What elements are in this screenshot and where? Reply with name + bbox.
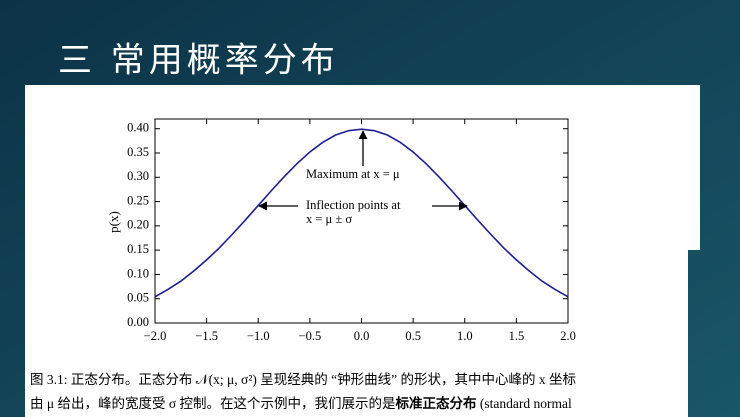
- x-tick-label: −1.0: [247, 329, 270, 343]
- slide-title: 三 常用概率分布: [58, 41, 339, 81]
- caption-line: 图 3.1: 正态分布。正态分布 𝒩(x; μ, σ²) 呈现经典的 “钟形曲线…: [30, 371, 576, 387]
- caption-bold: 标准正态分布: [395, 395, 477, 411]
- annotation: x = μ ± σ: [306, 212, 352, 226]
- x-tick-label: −2.0: [144, 329, 167, 343]
- y-tick-label: 0.05: [127, 291, 149, 305]
- x-tick-label: 0.0: [354, 329, 370, 343]
- x-tick-label: −0.5: [299, 329, 322, 343]
- annotation: Maximum at x = μ: [306, 167, 400, 181]
- y-tick-label: 0.40: [127, 121, 149, 135]
- x-tick-label: 2.0: [560, 329, 576, 343]
- x-tick-label: 1.0: [457, 329, 473, 343]
- y-tick-label: 0.30: [127, 169, 149, 183]
- figure-panel: [25, 85, 688, 417]
- x-tick-label: −1.5: [195, 329, 218, 343]
- line-series: [154, 128, 569, 298]
- y-tick-label: 0.20: [127, 218, 149, 232]
- y-tick-label: 0.35: [127, 145, 149, 159]
- y-tick-label: 0.25: [127, 193, 149, 207]
- y-tick-label: 0.15: [127, 242, 149, 256]
- y-tick-label: 0.00: [127, 315, 149, 329]
- caption-text: 由 μ 给出，峰的宽度受 σ 控制。在这个示例中，我们展示的是: [30, 395, 396, 411]
- y-tick-label: 0.10: [127, 266, 149, 280]
- annotation: Inflection points at: [306, 198, 401, 212]
- x-tick-label: 1.5: [509, 329, 525, 343]
- y-axis-label: p(x): [106, 211, 121, 233]
- plot: 0.00 0.05 0.10 0.15 0.20 0.25 0.30 0.35 0.40 −2.0…: [127, 118, 576, 343]
- caption-line: 由 μ 给出，峰的宽度受 σ 控制。在这个示例中，我们展示的是标准正态分布 (s…: [30, 395, 572, 411]
- plot-frame: [154, 118, 569, 324]
- x-tick-label: 0.5: [405, 329, 421, 343]
- caption-text: (standard normal: [477, 396, 572, 411]
